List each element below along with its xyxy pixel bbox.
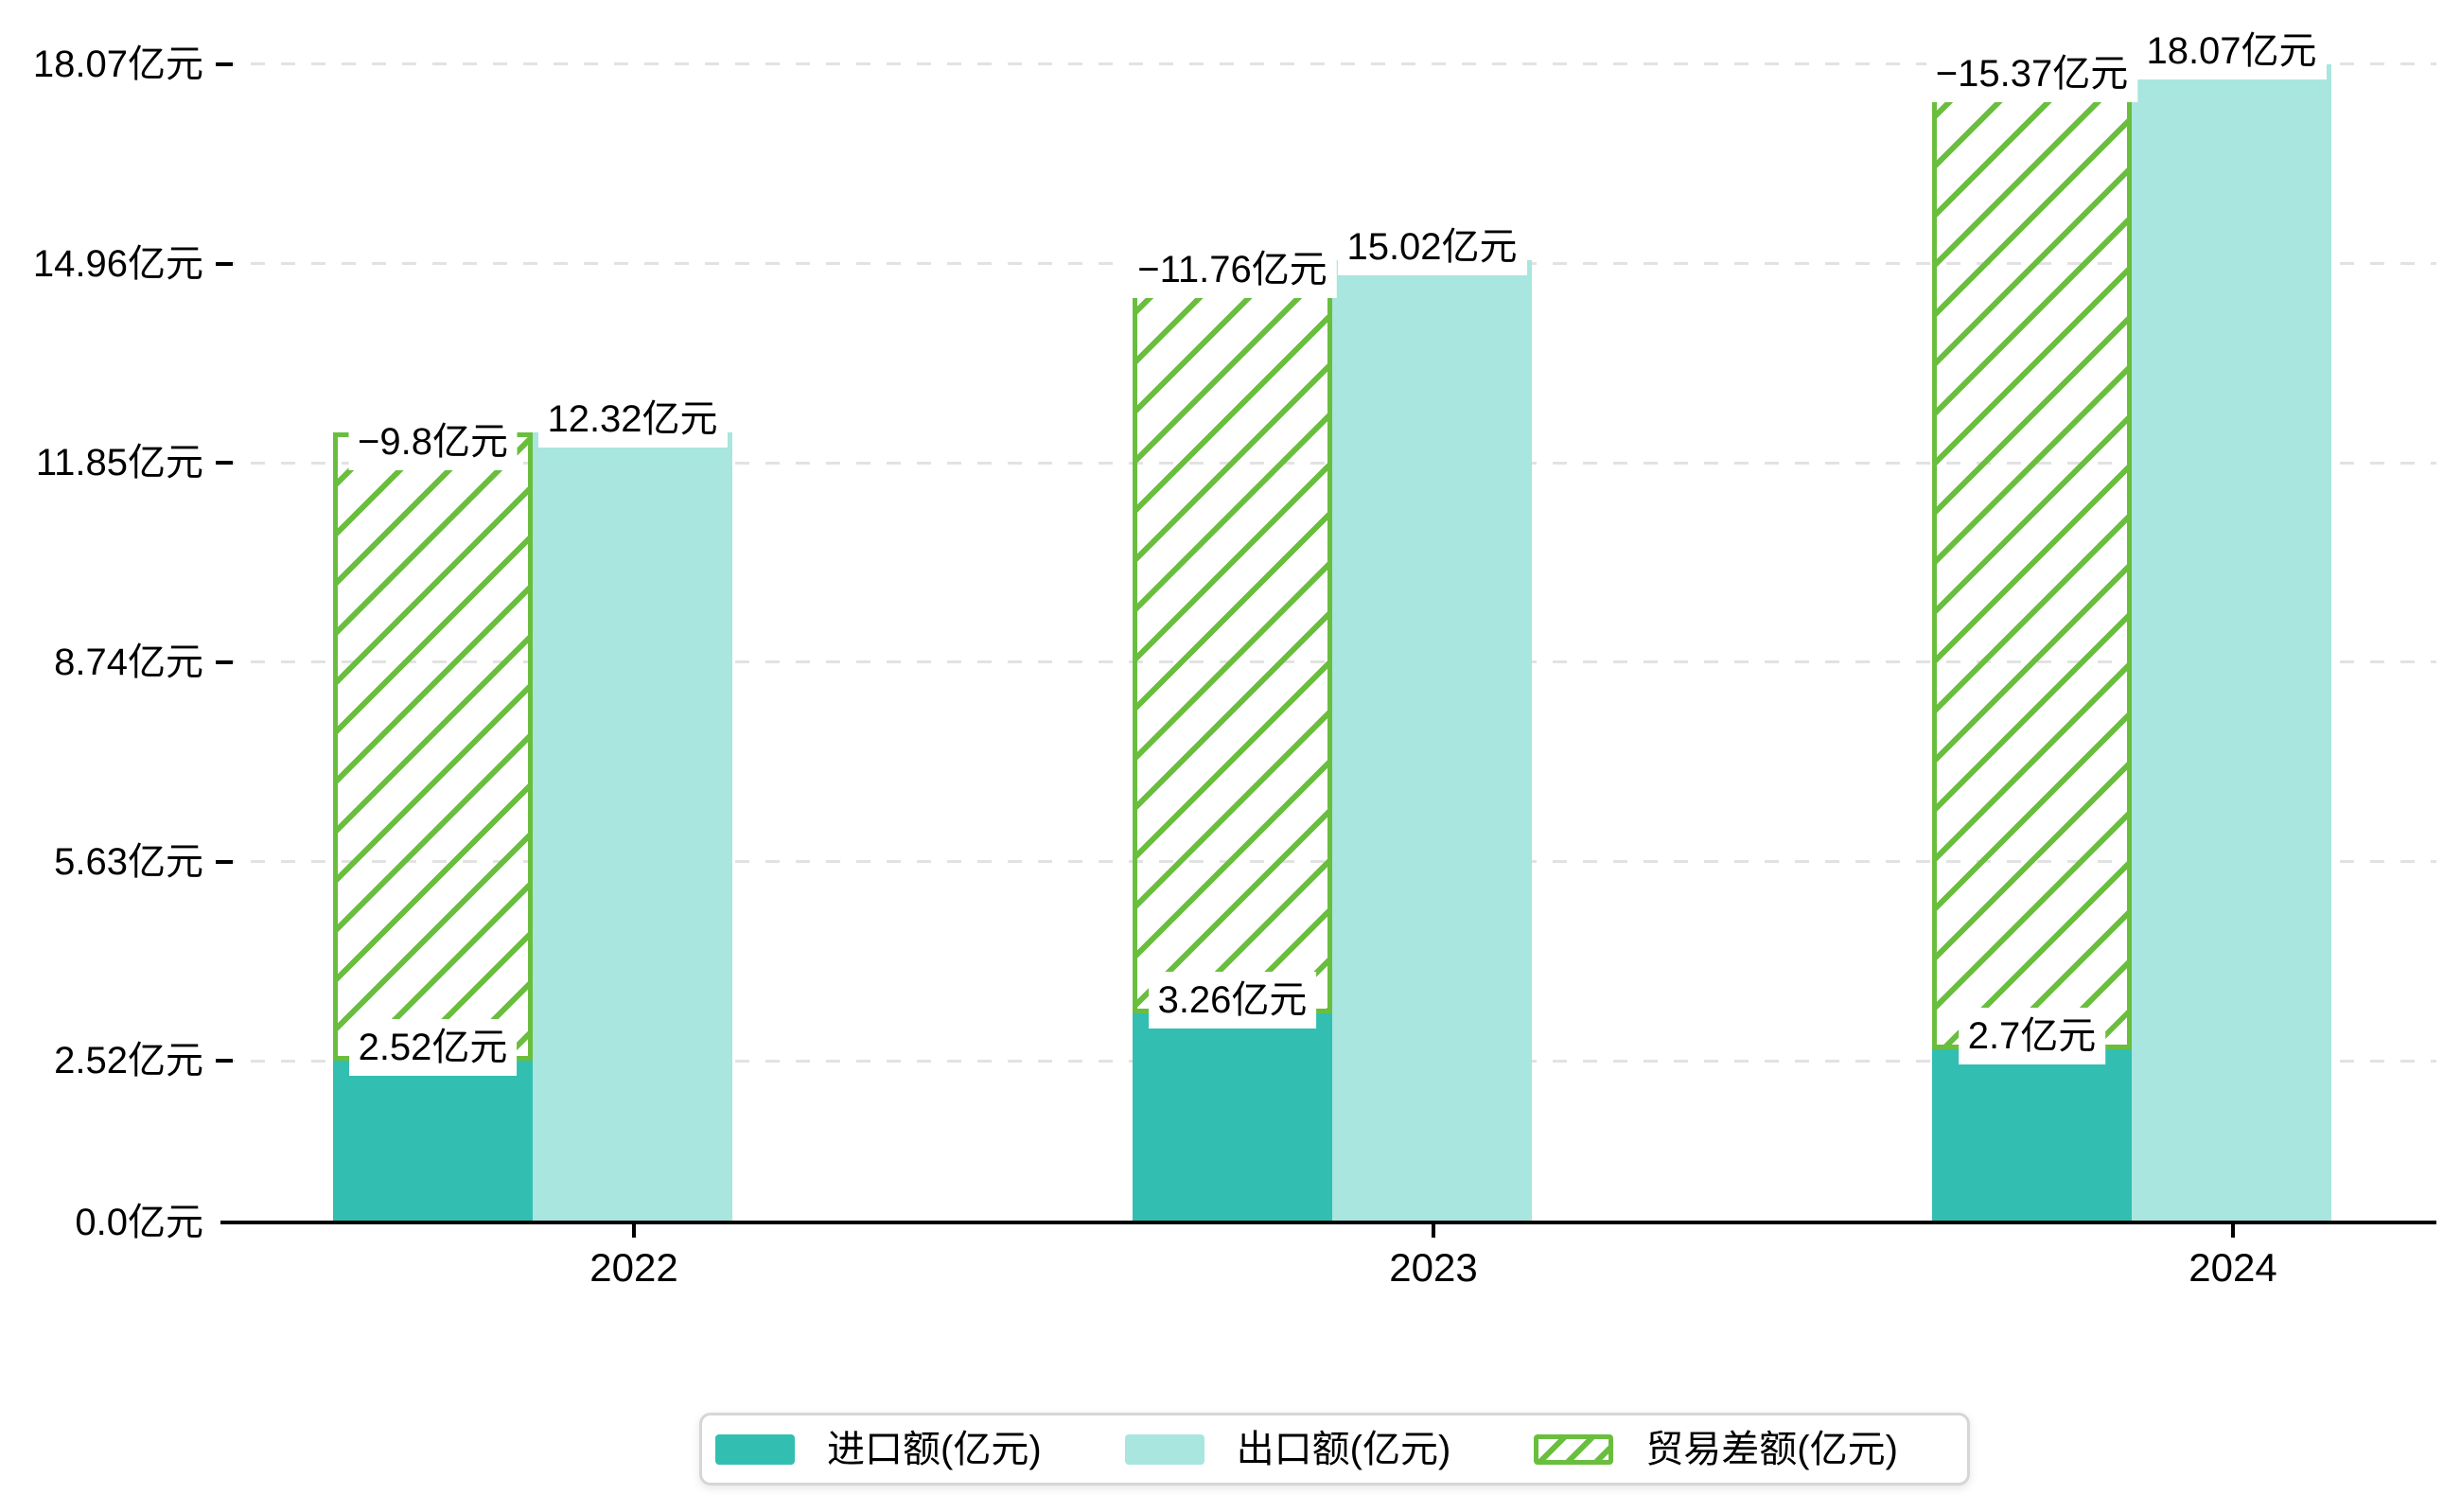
y-axis-tick (216, 859, 233, 864)
bar-import-2023[interactable] (1133, 1013, 1332, 1222)
bar-import-2022[interactable] (333, 1061, 533, 1222)
label-export-2024: 18.07亿元 (2136, 22, 2327, 79)
y-gridline (220, 62, 2436, 66)
label-trade-balance-2023: −11.76亿元 (1128, 240, 1337, 298)
y-axis-tick (216, 261, 233, 266)
y-axis-tick-label: 5.63亿元 (54, 840, 203, 883)
legend-label-balance: 贸易差额(亿元) (1645, 1428, 1898, 1470)
label-import-2023: 3.26亿元 (1148, 972, 1317, 1029)
x-axis-tick-label: 2023 (1389, 1245, 1478, 1290)
legend-item-import[interactable]: 进口额(亿元) (715, 1427, 1042, 1472)
legend: 进口额(亿元) 出口额(亿元) 贸易差额(亿元) (699, 1413, 1970, 1486)
bar-export-2022[interactable] (533, 432, 732, 1222)
y-axis-tick (216, 461, 233, 466)
x-axis-tick (632, 1222, 636, 1238)
y-axis-tick-label: 8.74亿元 (54, 641, 203, 683)
x-axis-tick-label: 2024 (2189, 1245, 2277, 1290)
label-export-2023: 15.02亿元 (1337, 218, 1527, 275)
x-axis-line (220, 1221, 2436, 1224)
y-axis-tick (216, 62, 233, 66)
bar-export-2023[interactable] (1332, 259, 1532, 1222)
label-import-2024: 2.7亿元 (1958, 1008, 2106, 1065)
legend-item-export[interactable]: 出口额(亿元) (1124, 1427, 1451, 1472)
bar-trade-balance-2022[interactable] (333, 432, 533, 1062)
y-axis-tick-label: 11.85亿元 (35, 442, 203, 484)
bar-trade-balance-2023[interactable] (1133, 259, 1332, 1014)
x-axis-tick-label: 2022 (589, 1245, 678, 1290)
label-trade-balance-2024: −15.37亿元 (1925, 44, 2138, 102)
balance-hatched-swatch-icon (1534, 1433, 1614, 1465)
x-axis-tick (2231, 1222, 2235, 1238)
label-trade-balance-2022: −9.8亿元 (348, 413, 518, 471)
y-axis-tick-label: 2.52亿元 (54, 1040, 203, 1082)
import-swatch-icon (715, 1433, 795, 1465)
y-axis-tick (216, 659, 233, 664)
y-axis-tick-label: 18.07亿元 (32, 43, 203, 85)
legend-label-export: 出口额(亿元) (1236, 1428, 1451, 1470)
label-export-2022: 12.32亿元 (537, 391, 728, 448)
export-swatch-icon (1124, 1433, 1204, 1465)
label-import-2022: 2.52亿元 (348, 1019, 518, 1077)
y-axis-tick (216, 1059, 233, 1064)
y-axis-tick-label: 14.96亿元 (32, 242, 203, 285)
legend-label-import: 进口额(亿元) (827, 1428, 1042, 1470)
bar-trade-balance-2024[interactable] (1932, 63, 2132, 1050)
y-axis-tick-label: 0.0亿元 (75, 1202, 203, 1243)
legend-item-balance[interactable]: 贸易差额(亿元) (1534, 1427, 1898, 1472)
x-axis-tick (1432, 1222, 1435, 1238)
bar-import-2024[interactable] (1932, 1049, 2132, 1222)
bar-export-2024[interactable] (2132, 63, 2331, 1222)
